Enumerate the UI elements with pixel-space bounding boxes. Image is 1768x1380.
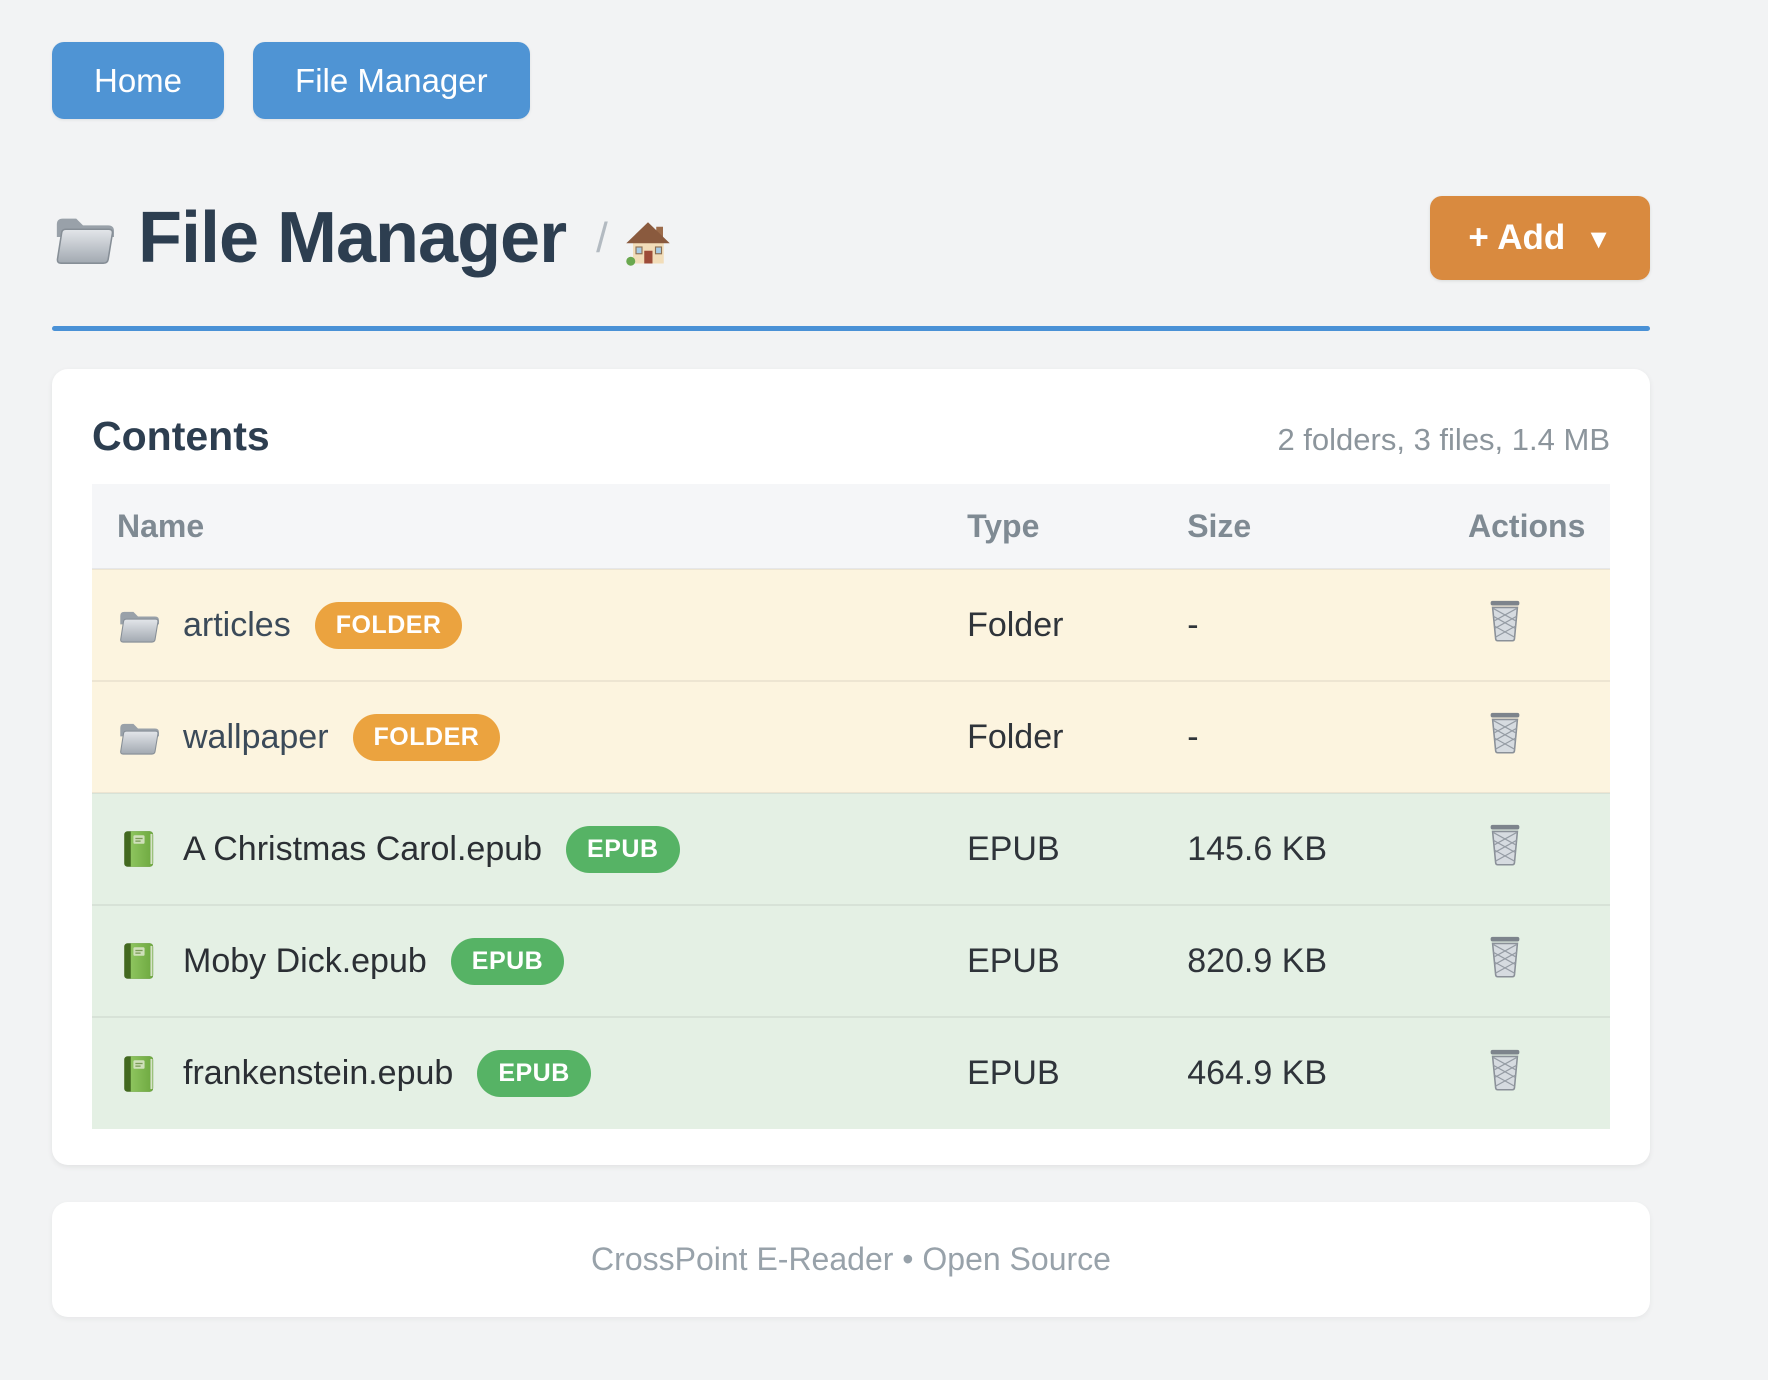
- book-icon: [117, 1053, 159, 1095]
- file-name-link[interactable]: articles: [183, 605, 291, 644]
- file-name-link[interactable]: wallpaper: [183, 717, 329, 756]
- add-button-label: + Add: [1468, 218, 1566, 257]
- contents-summary: 2 folders, 3 files, 1.4 MB: [1277, 422, 1610, 457]
- contents-card-header: Contents 2 folders, 3 files, 1.4 MB: [92, 413, 1610, 460]
- header-divider: [52, 326, 1650, 331]
- home-button[interactable]: Home: [52, 42, 225, 119]
- page-container: Home File Manager File Manager / + Add ▼…: [52, 0, 1650, 1317]
- contents-card: Contents 2 folders, 3 files, 1.4 MB Name…: [52, 369, 1650, 1165]
- file-name-link[interactable]: frankenstein.epub: [183, 1054, 454, 1092]
- trash-icon: [1484, 821, 1526, 868]
- table-row[interactable]: articles FOLDER Folder -: [92, 568, 1610, 681]
- size-cell: -: [1162, 680, 1444, 793]
- house-icon: [624, 220, 672, 268]
- file-name-link[interactable]: Moby Dick.epub: [183, 941, 427, 980]
- trash-icon: [1484, 597, 1526, 644]
- file-manager-button[interactable]: File Manager: [253, 42, 530, 119]
- folder-badge: FOLDER: [352, 713, 501, 761]
- column-header-size: Size: [1162, 484, 1444, 569]
- folder-icon: [117, 716, 159, 758]
- table-row[interactable]: A Christmas Carol.epub EPUB EPUB 145.6 K…: [92, 792, 1610, 905]
- trash-icon: [1484, 709, 1526, 756]
- column-header-name: Name: [92, 484, 943, 569]
- epub-badge: EPUB: [477, 1050, 591, 1097]
- breadcrumb-home-link[interactable]: [624, 220, 672, 268]
- delete-button[interactable]: [1484, 1046, 1526, 1093]
- table-row[interactable]: wallpaper FOLDER Folder -: [92, 680, 1610, 793]
- epub-badge: EPUB: [450, 937, 565, 985]
- add-button[interactable]: + Add ▼: [1430, 196, 1650, 280]
- trash-icon: [1484, 1046, 1526, 1093]
- size-cell: 820.9 KB: [1162, 904, 1444, 1017]
- footer-text: CrossPoint E-Reader • Open Source: [591, 1241, 1111, 1277]
- column-header-type: Type: [942, 484, 1163, 569]
- page-title: File Manager: [138, 198, 567, 278]
- folder-badge: FOLDER: [314, 601, 463, 649]
- table-row[interactable]: Moby Dick.epub EPUB EPUB 820.9 KB: [92, 904, 1610, 1017]
- type-cell: Folder: [942, 680, 1163, 793]
- book-icon: [117, 940, 159, 982]
- table-row[interactable]: frankenstein.epub EPUB EPUB 464.9 KB: [92, 1016, 1610, 1129]
- trash-icon: [1484, 933, 1526, 980]
- table-header-row: Name Type Size Actions: [92, 484, 1610, 569]
- file-table: Name Type Size Actions articles FOLDER F…: [92, 484, 1610, 1129]
- type-cell: EPUB: [942, 1016, 1163, 1129]
- delete-button[interactable]: [1484, 709, 1526, 756]
- folder-icon: [52, 207, 114, 269]
- size-cell: 464.9 KB: [1162, 1016, 1444, 1129]
- book-icon: [117, 828, 159, 870]
- size-cell: -: [1162, 568, 1444, 681]
- folder-icon: [117, 604, 159, 646]
- type-cell: EPUB: [942, 904, 1163, 1017]
- delete-button[interactable]: [1484, 597, 1526, 644]
- delete-button[interactable]: [1484, 933, 1526, 980]
- type-cell: Folder: [942, 568, 1163, 681]
- caret-down-icon: ▼: [1585, 223, 1612, 254]
- page-header: File Manager / + Add ▼: [52, 193, 1650, 283]
- file-name-link[interactable]: A Christmas Carol.epub: [183, 829, 543, 868]
- epub-badge: EPUB: [566, 825, 680, 873]
- type-cell: EPUB: [942, 792, 1163, 905]
- delete-button[interactable]: [1484, 821, 1526, 868]
- contents-heading: Contents: [92, 413, 270, 459]
- footer: CrossPoint E-Reader • Open Source: [52, 1202, 1650, 1317]
- breadcrumb-separator: /: [596, 214, 608, 261]
- column-header-actions: Actions: [1443, 484, 1610, 569]
- top-nav: Home File Manager: [52, 0, 1650, 119]
- size-cell: 145.6 KB: [1162, 792, 1444, 905]
